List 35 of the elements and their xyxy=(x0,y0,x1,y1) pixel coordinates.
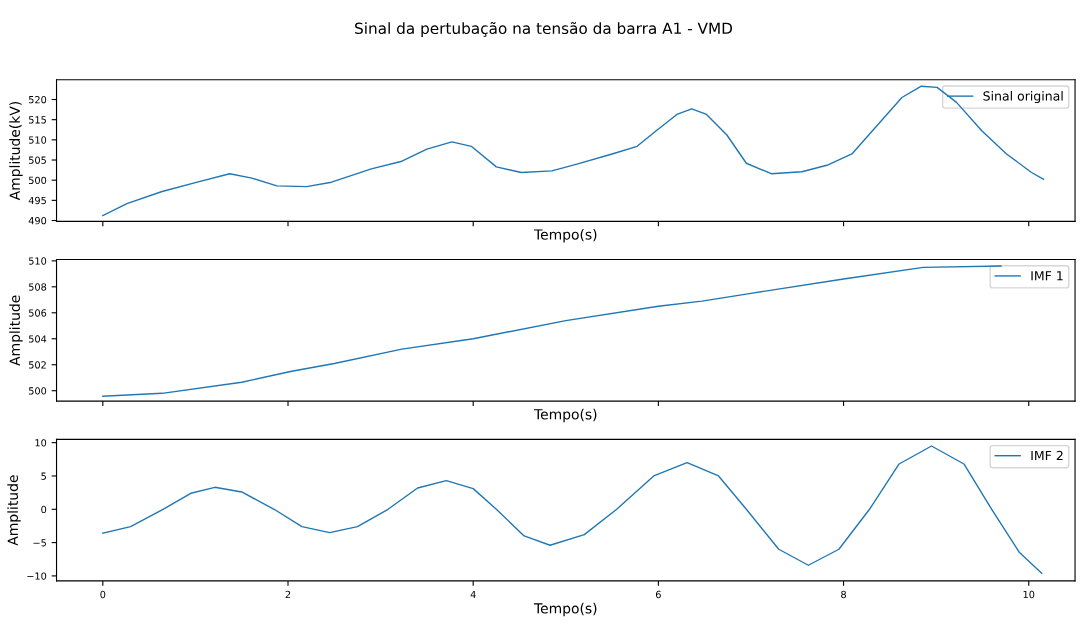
chart-title: Sinal da pertubação na tensão da barra A1 - VMD xyxy=(355,21,733,38)
y-tick-label: −10 xyxy=(27,572,47,580)
y-tick-label: 495 xyxy=(28,196,46,205)
y-tick-label: 510 xyxy=(28,257,47,265)
legend-label: IMF 1 xyxy=(1031,271,1063,281)
x-axis-title: Tempo(s) xyxy=(533,228,597,243)
y-tick-label: 502 xyxy=(28,361,46,369)
legend-label: IMF 2 xyxy=(1031,450,1063,461)
y-tick-label: 506 xyxy=(28,309,47,317)
y-tick-label: −5 xyxy=(33,539,46,547)
x-tick-label: 4 xyxy=(470,590,476,599)
x-tick-label: 6 xyxy=(655,590,661,599)
y-tick-label: 5 xyxy=(41,472,46,480)
y-tick-label: 500 xyxy=(28,176,47,185)
y-axis-title: Amplitude xyxy=(9,295,23,366)
y-tick-label: 10 xyxy=(35,439,47,447)
x-tick-label: 0 xyxy=(100,590,106,599)
y-tick-label: 510 xyxy=(28,136,47,144)
line-series xyxy=(102,265,1002,398)
y-tick-label: 520 xyxy=(28,96,47,104)
y-tick-label: 504 xyxy=(28,335,47,343)
legend-label: Sinal original xyxy=(983,91,1063,104)
y-tick-label: 0 xyxy=(41,505,47,514)
x-axis-title: Tempo(s) xyxy=(533,602,597,617)
y-axis-title: Amplitude(kV) xyxy=(9,101,23,201)
y-axis-title: Amplitude xyxy=(7,475,21,546)
x-axis-title: Tempo(s) xyxy=(533,408,597,423)
y-tick-label: 515 xyxy=(28,116,46,124)
y-tick-label: 505 xyxy=(28,156,46,164)
y-tick-label: 508 xyxy=(28,283,47,291)
y-tick-label: 490 xyxy=(28,216,47,225)
x-tick-label: 10 xyxy=(1023,590,1035,599)
x-tick-label: 8 xyxy=(841,590,846,599)
x-tick-label: 2 xyxy=(285,590,291,599)
y-tick-label: 500 xyxy=(28,387,47,395)
